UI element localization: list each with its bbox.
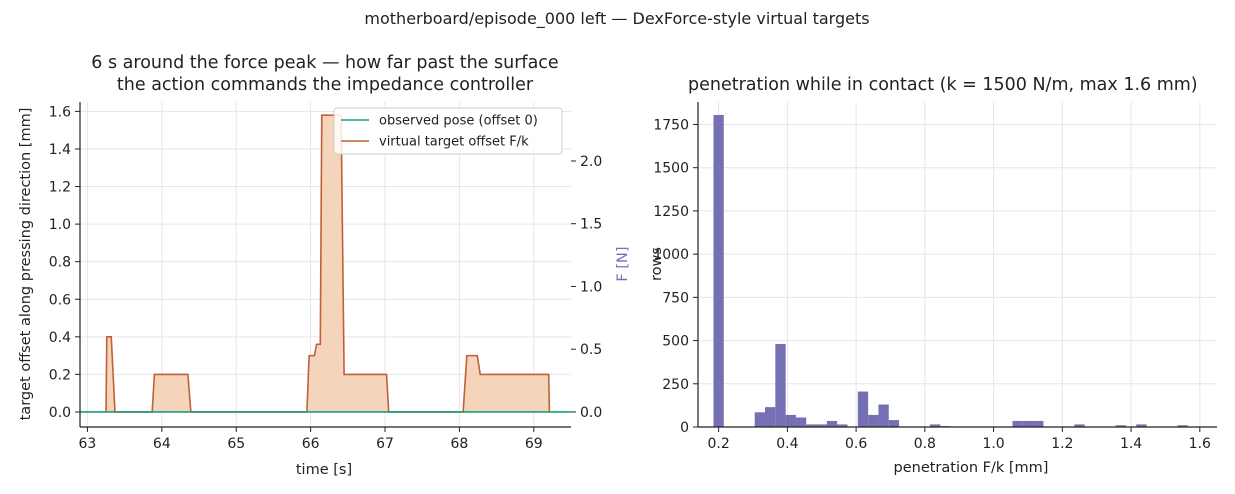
histogram-bar bbox=[930, 424, 941, 427]
right-y-tick-label: 0 bbox=[680, 420, 689, 436]
histogram-bar bbox=[868, 414, 879, 427]
left-y-tick-label: 1.6 bbox=[49, 104, 71, 120]
left-y-tick-label: 0.2 bbox=[49, 367, 71, 383]
legend-box bbox=[333, 107, 563, 155]
left-y-tick-label: 0.6 bbox=[49, 292, 71, 308]
histogram-bar bbox=[837, 424, 848, 427]
histogram-bar bbox=[1022, 420, 1034, 427]
left-y-tick-label: 1.2 bbox=[49, 180, 71, 196]
left-series-lines bbox=[80, 114, 571, 413]
histogram-bar bbox=[765, 407, 776, 427]
right-y-tick-label: 250 bbox=[662, 377, 689, 393]
right-x-tick-label: 0.8 bbox=[914, 436, 936, 452]
right-chart-title: penetration while in contact (k = 1500 N… bbox=[688, 75, 1198, 95]
right-y-tick-label: 1500 bbox=[653, 161, 689, 177]
right-histogram-bars bbox=[713, 114, 1188, 427]
left-x-tick-label: 67 bbox=[376, 436, 394, 452]
left-y2-tick-label: 0.5 bbox=[580, 342, 602, 358]
left-y-ticks: 0.0 0.2 0.4 0.6 0.8 1.0 1.2 1.4 1.6 bbox=[49, 104, 80, 421]
left-y2-tick-label: 0.0 bbox=[580, 405, 602, 421]
left-offset-fill bbox=[106, 115, 550, 412]
left-y-axis-label: target offset along pressing direction [… bbox=[18, 108, 34, 421]
right-y-tick-label: 1250 bbox=[653, 204, 689, 220]
right-x-tick-label: 0.2 bbox=[707, 436, 729, 452]
left-x-tick-label: 66 bbox=[302, 436, 320, 452]
right-x-tick-label: 0.4 bbox=[776, 436, 798, 452]
left-y2-axis-label: F [N] bbox=[615, 246, 631, 281]
left-chart-title-line2: the action commands the impedance contro… bbox=[117, 75, 534, 95]
legend-label-virtual-target: virtual target offset F/k bbox=[379, 135, 529, 150]
right-chart: penetration while in contact (k = 1500 N… bbox=[649, 75, 1217, 476]
right-y-tick-label: 750 bbox=[662, 290, 689, 306]
right-y-ticks: 0 250 500 750 1000 1250 1500 1750 bbox=[653, 117, 698, 436]
left-y-tick-label: 1.0 bbox=[49, 217, 71, 233]
left-x-tick-label: 65 bbox=[227, 436, 245, 452]
left-y2-tick-label: 2.0 bbox=[580, 154, 602, 170]
left-x-tick-label: 69 bbox=[525, 436, 543, 452]
histogram-bar bbox=[878, 404, 889, 427]
histogram-bar bbox=[795, 417, 807, 427]
histogram-bar bbox=[1177, 425, 1188, 427]
left-y-tick-label: 0.4 bbox=[49, 330, 71, 346]
right-x-ticks: 0.2 0.4 0.6 0.8 1.0 1.2 1.4 1.6 bbox=[707, 427, 1211, 452]
histogram-bar bbox=[826, 420, 838, 427]
virtual-target-area bbox=[106, 115, 550, 412]
legend-label-observed: observed pose (offset 0) bbox=[379, 114, 538, 129]
right-x-tick-label: 1.6 bbox=[1189, 436, 1211, 452]
left-x-axis-label: time [s] bbox=[296, 462, 352, 478]
histogram-bar bbox=[1136, 424, 1147, 427]
histogram-bar bbox=[713, 114, 724, 427]
histogram-bar bbox=[857, 391, 869, 427]
right-x-tick-label: 1.2 bbox=[1051, 436, 1073, 452]
right-y-axis-label: rows bbox=[649, 247, 665, 281]
right-x-tick-label: 1.4 bbox=[1120, 436, 1142, 452]
left-x-tick-label: 64 bbox=[153, 436, 171, 452]
left-legend: observed pose (offset 0) virtual target … bbox=[333, 107, 563, 155]
right-x-tick-label: 0.6 bbox=[845, 436, 867, 452]
histogram-bar bbox=[1115, 425, 1126, 427]
right-x-axis-label: penetration F/k [mm] bbox=[894, 460, 1049, 476]
right-y-tick-label: 1750 bbox=[653, 117, 689, 133]
left-y2-tick-label: 1.5 bbox=[580, 217, 602, 233]
right-axes bbox=[697, 102, 1217, 428]
left-x-tick-label: 68 bbox=[450, 436, 468, 452]
figure-suptitle: motherboard/episode_000 left — DexForce-… bbox=[364, 9, 869, 29]
histogram-bar bbox=[1012, 420, 1023, 427]
histogram-bar bbox=[888, 420, 900, 427]
left-y-tick-label: 0.8 bbox=[49, 255, 71, 271]
histogram-bar bbox=[775, 344, 786, 427]
left-chart: 6 s around the force peak — how far past… bbox=[18, 53, 631, 478]
histogram-bar bbox=[754, 412, 766, 427]
right-y-tick-label: 500 bbox=[662, 334, 689, 350]
right-y-tick-label: 1000 bbox=[653, 247, 689, 263]
right-x-tick-label: 1.0 bbox=[982, 436, 1004, 452]
left-y-tick-label: 0.0 bbox=[49, 405, 71, 421]
left-y2-ticks: 0.0 0.5 1.0 1.5 2.0 bbox=[571, 154, 602, 421]
left-chart-title-line1: 6 s around the force peak — how far past… bbox=[91, 53, 558, 73]
virtual-target-line bbox=[105, 114, 551, 413]
left-x-ticks: 63 64 65 66 67 68 69 bbox=[79, 427, 543, 452]
histogram-bar bbox=[816, 424, 827, 427]
histogram-bar bbox=[1074, 424, 1085, 427]
left-y2-tick-label: 1.0 bbox=[580, 279, 602, 295]
left-x-tick-label: 63 bbox=[79, 436, 97, 452]
histogram-bar bbox=[785, 414, 796, 427]
histogram-bar bbox=[1033, 420, 1044, 427]
histogram-bar bbox=[806, 424, 817, 427]
left-y-tick-label: 1.4 bbox=[49, 142, 71, 158]
